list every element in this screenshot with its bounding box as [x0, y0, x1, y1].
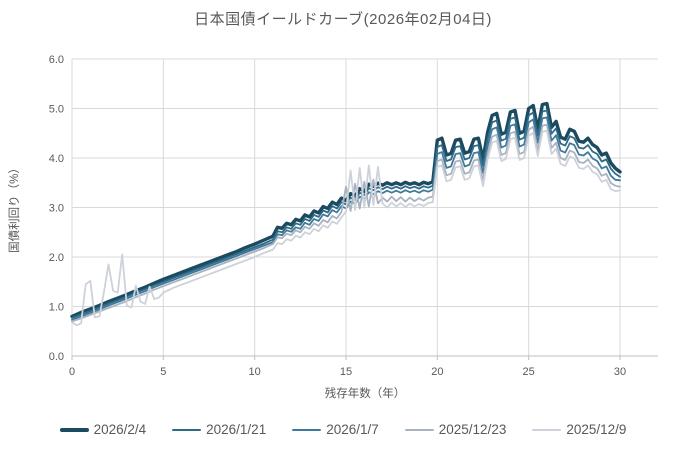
y-tick-label: 4.0: [49, 153, 64, 165]
y-tick-label: 6.0: [49, 54, 64, 66]
legend-label: 2025/12/9: [566, 422, 627, 437]
series-line-2026-1-21: [71, 109, 621, 319]
x-tick-label: 5: [160, 366, 166, 378]
legend: 2026/2/4 2026/1/21 2026/1/7 2025/12/23 2025/…: [0, 422, 686, 437]
legend-swatch: [292, 428, 322, 431]
y-axis-title: 国債利回り（%）: [7, 162, 21, 253]
y-tick-label: 2.0: [49, 252, 64, 264]
legend-item: 2026/2/4: [59, 422, 147, 437]
x-tick-label: 15: [340, 366, 352, 378]
y-tick-label: 1.0: [49, 302, 64, 314]
legend-item: 2026/1/21: [172, 422, 266, 437]
legend-swatch: [404, 428, 434, 431]
legend-label: 2026/1/21: [206, 422, 267, 437]
series-line-2025-12-9: [71, 129, 621, 327]
legend-item: 2025/12/23: [404, 422, 507, 437]
x-tick-label: 30: [614, 366, 626, 378]
legend-swatch: [59, 427, 89, 432]
y-tick-label: 0.0: [49, 351, 64, 363]
legend-item: 2025/12/9: [532, 422, 626, 437]
series-line-2026-1-7: [71, 116, 621, 321]
x-tick-label: 10: [249, 366, 261, 378]
series-line-2026-2-4: [70, 101, 622, 319]
legend-label: 2025/12/23: [438, 422, 507, 437]
legend-item: 2026/1/7: [292, 422, 379, 437]
chart-title: 日本国債イールドカーブ(2026年02月04日): [194, 11, 492, 28]
series-line-2025-12-23: [71, 123, 621, 323]
legend-label: 2026/2/4: [93, 422, 147, 437]
x-tick-label: 20: [431, 366, 443, 378]
legend-swatch: [172, 428, 202, 431]
legend-label: 2026/1/7: [326, 422, 379, 437]
x-tick-label: 25: [523, 366, 535, 378]
y-tick-label: 3.0: [49, 203, 64, 215]
y-tick-label: 5.0: [49, 104, 64, 116]
legend-swatch: [532, 428, 562, 431]
x-axis-title: 残存年数（年）: [325, 386, 406, 400]
x-tick-label: 0: [69, 366, 75, 378]
